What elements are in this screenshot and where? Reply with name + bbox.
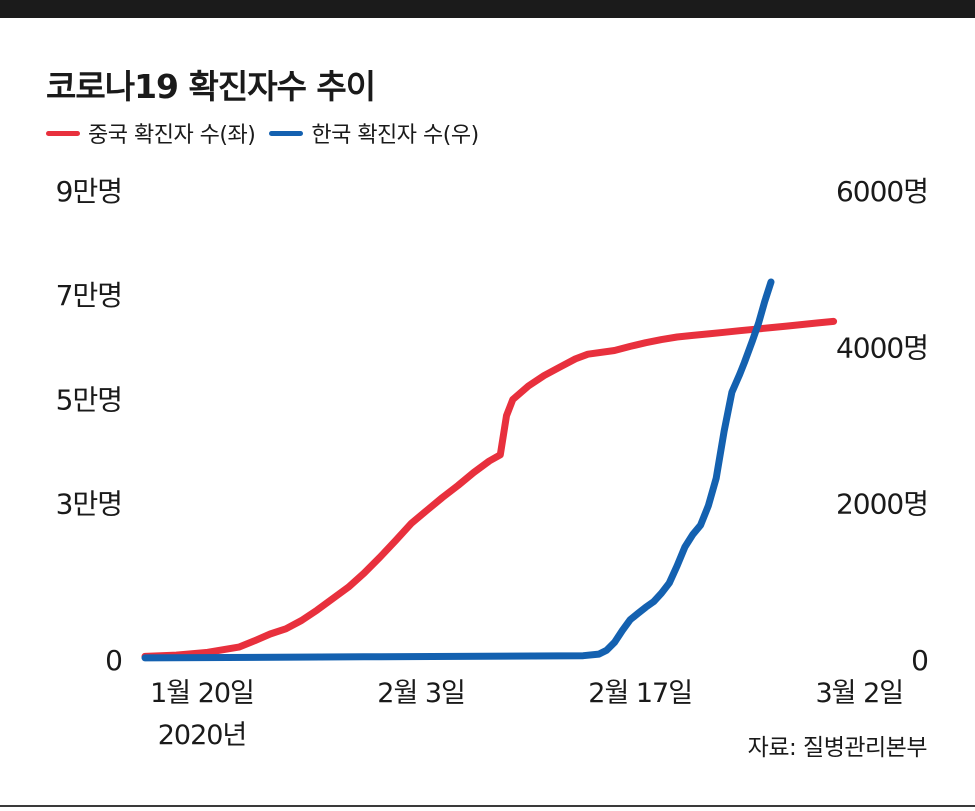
- legend: 중국 확진자 수(좌) 한국 확진자 수(우): [46, 118, 493, 148]
- x-tick-label: 3월 2일: [815, 678, 903, 709]
- bottom-divider: [0, 805, 975, 807]
- legend-swatch-china: [46, 130, 80, 136]
- y-left-tick-label: 0: [105, 644, 122, 677]
- y-left-tick-label: 5만명: [56, 383, 122, 416]
- y-left-tick-label: 9만명: [56, 175, 122, 208]
- y-right-tick-label: 4000명: [836, 331, 928, 364]
- series-line-china: [141, 317, 838, 660]
- series-line-korea: [141, 278, 775, 662]
- x-tick-label: 1월 20일: [150, 678, 254, 709]
- source-note: 자료: 질병관리본부: [747, 735, 928, 761]
- y-right-tick-label: 0: [911, 644, 928, 677]
- legend-label-china: 중국 확진자 수(좌): [88, 123, 256, 148]
- chart-title: 코로나19 확진자수 추이: [46, 67, 376, 106]
- x-tick-label: 2월 3일: [377, 678, 465, 709]
- y-right-tick-label: 2000명: [836, 488, 928, 521]
- legend-label-korea: 한국 확진자 수(우): [311, 123, 479, 148]
- top-bar: [0, 0, 975, 18]
- x-tick-sublabel: 2020년: [158, 720, 247, 751]
- legend-swatch-korea: [269, 130, 304, 136]
- legend-item-korea: 한국 확진자 수(우): [269, 117, 479, 149]
- legend-item-china: 중국 확진자 수(좌): [46, 117, 256, 149]
- x-tick-label: 2월 17일: [588, 678, 692, 709]
- y-left-tick-label: 3만명: [56, 488, 122, 521]
- y-right-tick-label: 6000명: [836, 175, 928, 208]
- y-left-tick-label: 7만명: [56, 279, 122, 312]
